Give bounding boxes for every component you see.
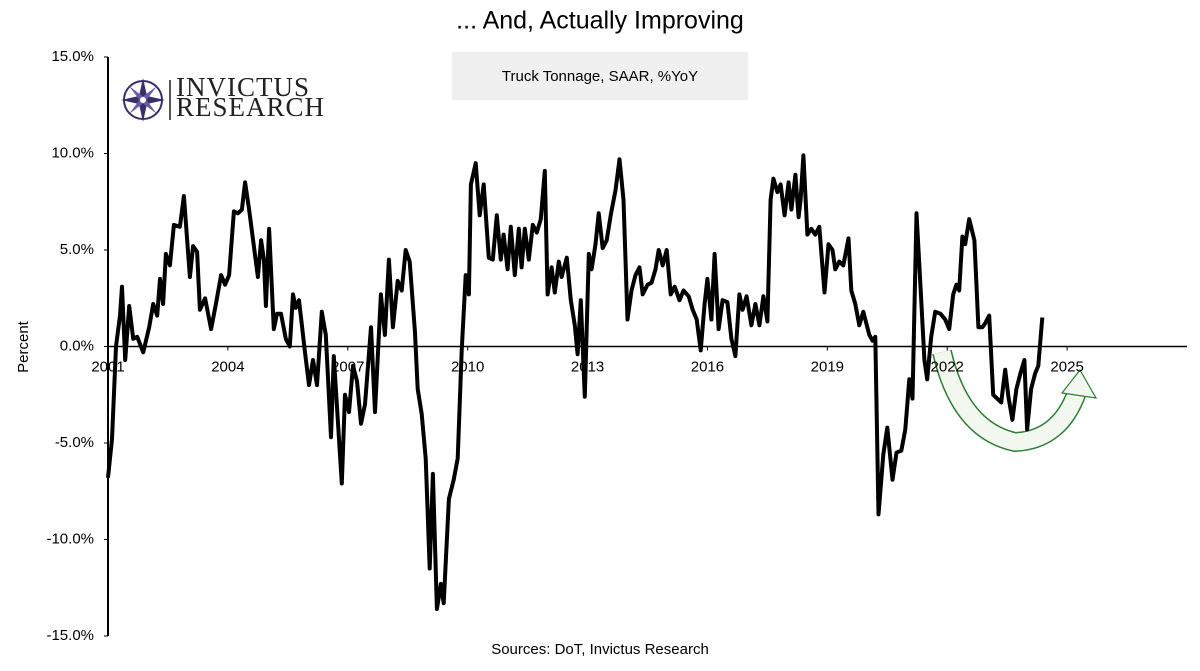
x-tick-label: 2010 (451, 358, 484, 375)
source: Sources: DoT, Invictus Research (491, 641, 709, 658)
line (106, 153, 1045, 611)
y-tick-label: 5.0% (60, 241, 94, 258)
y-tick-label: -10.0% (46, 530, 94, 547)
y-tick-label: 0.0% (60, 337, 94, 354)
annotation-arrow (932, 349, 1098, 453)
x-tick-label: 2025 (1050, 358, 1083, 375)
x-tick-label: 2016 (691, 358, 724, 375)
chart-title: ... And, Actually Improving (456, 7, 744, 35)
y-tick-label: -5.0% (55, 434, 94, 451)
x-tick-label: 2019 (811, 358, 844, 375)
y-axis-label: Percent (15, 320, 32, 373)
x-tick-label: 2022 (931, 358, 964, 375)
logo-text: RESEARCH (176, 92, 325, 122)
y-tick-label: -15.0% (46, 627, 94, 644)
y-tick-label: 10.0% (51, 144, 94, 161)
subtitle-box (452, 52, 748, 100)
subtitle: Truck Tonnage, SAAR, %YoY (502, 68, 698, 85)
y-tick-label: 15.0% (51, 48, 94, 65)
x-tick-label: 2004 (211, 358, 244, 375)
logo-icon (121, 78, 165, 122)
logo-text: INVICTUS (176, 72, 310, 102)
